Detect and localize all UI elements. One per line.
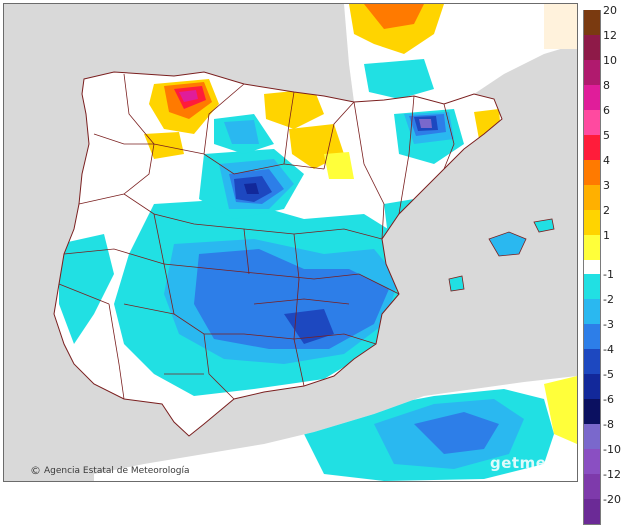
legend-swatch [583, 185, 601, 210]
legend-swatch [583, 324, 601, 349]
cool-area-west [59, 234, 114, 344]
legend-label: -2 [603, 293, 614, 306]
mallorca-island [488, 231, 527, 257]
legend-swatch [583, 424, 601, 449]
legend-swatch [583, 449, 601, 474]
legend-swatch [583, 474, 601, 499]
legend-neutral-swatch [583, 260, 601, 274]
legend-label: -3 [603, 318, 614, 331]
africa-warm-area [544, 376, 577, 444]
legend-label: 8 [603, 79, 610, 92]
cool-area-5-north [244, 183, 259, 194]
legend-label: 12 [603, 29, 617, 42]
menorca-island [533, 218, 555, 233]
warm-area-asturias-4 [179, 90, 198, 102]
province-borders [58, 73, 455, 400]
coastline [53, 71, 503, 437]
legend-swatch [583, 60, 601, 85]
legend-label: 2 [603, 204, 610, 217]
legend-swatch [583, 135, 601, 160]
legend-swatch [583, 299, 601, 324]
warm-area-leon [144, 132, 184, 159]
legend-label: 6 [603, 104, 610, 117]
cool-area-3-center [194, 249, 389, 349]
legend-swatch [583, 110, 601, 135]
warm-area-rioja [324, 152, 354, 179]
color-legend: 20 12 10 8 6 5 4 3 2 1 -1 -2 -3 -4 -5 -6 -8 -10 -12 -20 [583, 5, 629, 525]
legend-label: 5 [603, 129, 610, 142]
legend-swatch [583, 499, 601, 524]
legend-label: 20 [603, 4, 617, 17]
legend-swatch [583, 235, 601, 260]
legend-swatch [583, 85, 601, 110]
africa-cool-area-3 [414, 412, 499, 454]
legend-swatch [583, 210, 601, 235]
pyrenees-cool-area [364, 59, 434, 99]
cool-area-2-cantabria [224, 120, 259, 144]
legend-label: 4 [603, 154, 610, 167]
cool-area-4-south [284, 309, 334, 344]
legend-swatch [583, 160, 601, 185]
attribution-text: Agencia Estatal de Meteorología [44, 465, 190, 476]
legend-label: -12 [603, 468, 621, 481]
warm-area-basque [264, 89, 324, 129]
legend-label: 10 [603, 54, 617, 67]
legend-swatch [583, 349, 601, 374]
legend-label: 3 [603, 179, 610, 192]
legend-label: -8 [603, 418, 614, 431]
france-warm-core [364, 4, 424, 29]
legend-label: -6 [603, 393, 614, 406]
legend-swatch [583, 374, 601, 399]
france-warm-area [349, 4, 444, 54]
attribution: © Agencia Estatal de Meteorología [30, 464, 190, 477]
legend-label: 1 [603, 229, 610, 242]
map-canvas [4, 4, 577, 481]
legend-swatch [583, 10, 601, 35]
legend-label: -5 [603, 368, 614, 381]
watermark-logo: getmeta [490, 454, 565, 472]
legend-swatch [583, 274, 601, 299]
legend-swatch [583, 35, 601, 60]
legend-label: -4 [603, 343, 614, 356]
temperature-anomaly-map [3, 3, 578, 482]
cool-area-8-aragon [419, 119, 432, 128]
legend-label: -10 [603, 443, 621, 456]
legend-label: -1 [603, 268, 614, 281]
france-east-land [544, 4, 577, 49]
legend-swatch [583, 399, 601, 424]
copyright-icon: © [30, 464, 41, 477]
ibiza-island [448, 275, 465, 292]
